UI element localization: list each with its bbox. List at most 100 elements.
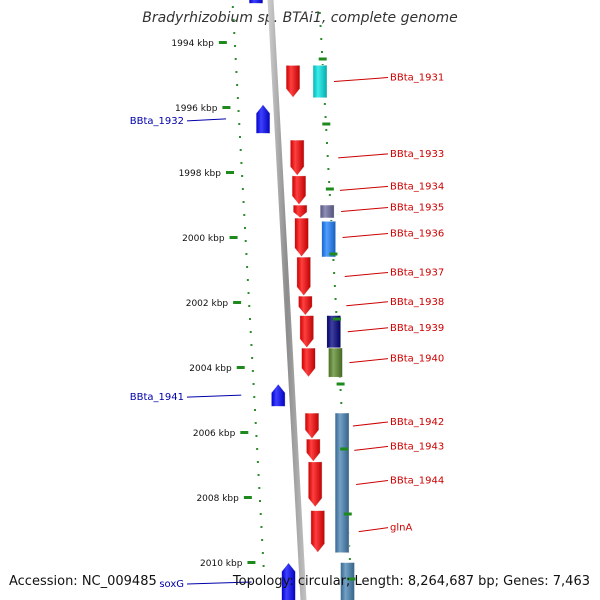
gene-arrow-shade (285, 65, 300, 98)
ruler-tick-left (229, 236, 238, 239)
ruler-dot (334, 298, 337, 300)
ruler-dot (320, 38, 323, 40)
ruler-dot (253, 409, 256, 411)
gene-label-leader (186, 394, 242, 398)
ruler-dot (259, 500, 261, 502)
ruler-dot (261, 539, 264, 541)
ruler-dot (237, 110, 240, 112)
accession-text: Accession: NC_009485 (9, 574, 157, 589)
gene-label: BBta_1931 (390, 73, 444, 84)
gene-arrow-shade (308, 461, 323, 508)
ruler-tick-left (247, 561, 256, 564)
ruler-dot (246, 279, 249, 281)
ruler-dot (325, 129, 328, 131)
gene-arrow-shade (290, 140, 305, 176)
ruler-tick-label: 2008 kbp (196, 494, 239, 504)
ruler-tick-right (340, 447, 349, 451)
feature-box-shade (335, 413, 350, 553)
ruler-dot (241, 188, 244, 190)
ruler-dot (239, 149, 242, 151)
ruler-dot (333, 272, 336, 274)
ruler-dot (238, 123, 241, 125)
ruler-dot (243, 227, 246, 229)
gene-label-leader (358, 527, 389, 533)
ruler-dot (247, 292, 250, 294)
gene-track (248, 0, 326, 600)
gene-label: BBta_1942 (390, 417, 444, 428)
ruler-dot (240, 162, 243, 164)
gene-arrow-shade (294, 218, 309, 257)
ruler-dot (332, 259, 335, 261)
ruler-dot (323, 103, 326, 105)
ruler-dot (250, 344, 253, 346)
ruler-tick-left (236, 366, 245, 369)
ruler-tick-label: 2002 kbp (186, 299, 229, 309)
ruler-dot (244, 240, 247, 242)
genome-title: Bradyrhizobium sp. BTAi1, complete genom… (142, 10, 458, 26)
gene-label: BBta_1943 (390, 441, 444, 452)
feature-box-shade (312, 65, 327, 98)
ruler-tick-left (240, 431, 249, 434)
gene-label-leader (347, 327, 389, 333)
ruler-tick-right (329, 252, 338, 256)
ruler-dot (262, 565, 265, 567)
ruler-tick-right (318, 57, 327, 61)
gene-label: BBta_1935 (390, 203, 444, 214)
gene-label: BBta_1937 (390, 268, 444, 279)
ruler-dot (242, 201, 245, 203)
gene-label: BBta_1933 (390, 149, 444, 160)
ruler-dot (238, 136, 241, 138)
gene-label: BBta_1938 (390, 297, 444, 308)
gene-arrow-shade (298, 296, 313, 316)
gene-arrow-shade (304, 413, 319, 439)
ruler-dot (261, 552, 264, 554)
gene-label-leader (346, 301, 389, 307)
ruler-dot (340, 402, 343, 404)
ruler-dot (248, 305, 251, 307)
ruler-dot (325, 142, 328, 144)
gene-arrow-shade (256, 104, 271, 134)
ruler-tick-left (225, 171, 234, 174)
gene-label: BBta_1939 (390, 323, 444, 334)
ruler-tick-right (347, 577, 356, 581)
ruler-dot (333, 285, 336, 287)
gene-label: BBta_1944 (390, 476, 444, 487)
gene-arrow-shade (310, 510, 325, 553)
feature-box-shade (320, 205, 335, 218)
ruler-dot (236, 84, 239, 86)
gene-label-leader (352, 421, 389, 427)
gene-label-leader (356, 480, 389, 485)
gene-arrow-shade (296, 257, 311, 296)
ruler-dot (233, 45, 236, 47)
gene-labels: BBta_1931 BBta_1932 BBta_1933 BBta_1934 BBta… (130, 73, 444, 591)
ruler-dot (258, 487, 261, 489)
gene-label: BBta_1941 (130, 392, 184, 403)
gene-label-leader (349, 358, 389, 364)
ruler-dot (233, 32, 236, 34)
ruler-tick-label: 2004 kbp (189, 364, 232, 374)
gene-arrow-shade (291, 175, 306, 205)
ruler-dot (248, 318, 251, 320)
ruler-tick-left (222, 106, 231, 109)
gene-label: BBta_1934 (390, 181, 444, 192)
ruler-dot (318, 12, 321, 14)
ruler-tick-label: 1994 kbp (171, 39, 214, 49)
ruler-dot (251, 357, 254, 359)
ruler-dot (328, 181, 331, 183)
ruler-dot (236, 97, 239, 99)
kbp-ruler: 1994 kbp 1996 kbp 1998 kbp 2000 kbp 2002 kbp… (171, 39, 356, 581)
gene-label-leader (354, 445, 389, 451)
ruler-dot (339, 389, 342, 391)
ruler-tick-label: 1996 kbp (175, 104, 218, 114)
ruler-dot (324, 116, 327, 118)
ruler-dot (246, 266, 249, 268)
ruler-tick-label: 1998 kbp (179, 169, 222, 179)
gene-label-leader (342, 233, 389, 238)
ruler-tick-label: 2006 kbp (193, 429, 236, 439)
ruler-dot (320, 51, 323, 53)
ruler-tick-right (336, 382, 345, 386)
gene-label: BBta_1936 (390, 229, 444, 240)
genome-stats-text: Topology: circular; Length: 8,264,687 bp… (232, 574, 590, 589)
gene-label-leader (186, 581, 252, 585)
